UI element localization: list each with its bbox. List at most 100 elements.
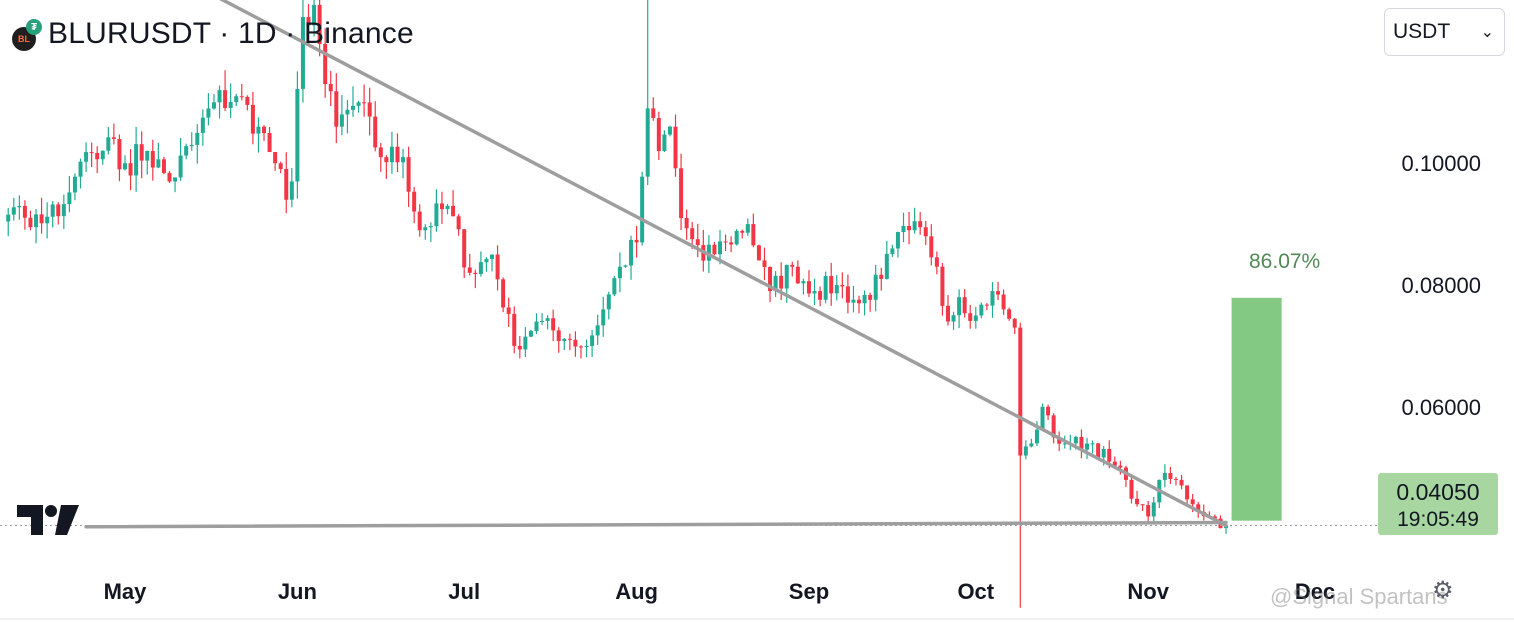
candle-body bbox=[567, 338, 572, 340]
candle-body bbox=[812, 291, 817, 294]
candle-body bbox=[690, 228, 695, 240]
candle-body bbox=[328, 84, 333, 92]
candle-body bbox=[773, 275, 778, 292]
candle-body bbox=[806, 281, 811, 294]
candle-body bbox=[300, 17, 305, 89]
candle-body bbox=[423, 227, 428, 231]
candle-body bbox=[234, 96, 239, 102]
candle-body bbox=[200, 117, 205, 133]
last-price-tag: 0.04050 19:05:49 bbox=[1378, 473, 1498, 535]
candle-body bbox=[161, 159, 166, 173]
candle-body bbox=[273, 152, 278, 164]
candle-body bbox=[434, 203, 439, 227]
candle-body bbox=[1040, 406, 1045, 430]
tradingview-logo-icon[interactable] bbox=[17, 505, 79, 540]
descending-trendline[interactable] bbox=[197, 0, 1228, 528]
candle-body bbox=[923, 227, 928, 237]
candle-body bbox=[845, 286, 850, 303]
candle-body bbox=[1085, 443, 1090, 450]
measure-percent: 86.07% bbox=[1249, 250, 1321, 273]
candle-body bbox=[818, 291, 823, 300]
candle-body bbox=[173, 177, 178, 182]
candle-body bbox=[684, 218, 689, 229]
candle-body bbox=[879, 274, 884, 279]
candle-body bbox=[1001, 294, 1006, 310]
candle-body bbox=[323, 43, 328, 85]
candle-body bbox=[1146, 505, 1151, 517]
candle-body bbox=[1034, 429, 1039, 444]
y-tick-label: 0.08000 bbox=[1401, 273, 1481, 298]
x-tick-label: Dec bbox=[1295, 579, 1335, 604]
candle-body bbox=[339, 114, 344, 127]
candle-body bbox=[506, 307, 511, 314]
candle-body bbox=[890, 248, 895, 254]
candle-body bbox=[195, 132, 200, 145]
candle-body bbox=[957, 297, 962, 316]
candle-body bbox=[106, 137, 111, 151]
candle-body bbox=[634, 239, 639, 243]
candle-body bbox=[968, 313, 973, 321]
candle-body bbox=[284, 169, 289, 200]
candle-body bbox=[1140, 504, 1145, 506]
candle-body bbox=[67, 192, 72, 205]
candle-body bbox=[490, 254, 495, 259]
candle-body bbox=[729, 242, 734, 245]
candle-body bbox=[317, 4, 322, 44]
candle-body bbox=[606, 294, 611, 310]
candle-body bbox=[512, 313, 517, 346]
candle-body bbox=[873, 274, 878, 300]
candle-body bbox=[128, 163, 133, 176]
annotation-lines bbox=[0, 0, 1378, 529]
candle-body bbox=[901, 225, 906, 233]
candle-body bbox=[278, 163, 283, 170]
candle-body bbox=[1046, 406, 1051, 416]
candle-body bbox=[367, 102, 372, 117]
candle-body bbox=[478, 262, 483, 274]
candle-body bbox=[990, 291, 995, 306]
candle-body bbox=[134, 144, 139, 176]
candle-body bbox=[295, 88, 300, 182]
candle-body bbox=[940, 266, 945, 306]
candle-body bbox=[645, 108, 650, 177]
blur-tether-pair-icon: BL ₮ bbox=[12, 19, 42, 51]
candle-body bbox=[551, 318, 556, 331]
candle-body bbox=[673, 126, 678, 169]
candle-body bbox=[862, 294, 867, 304]
candle-body bbox=[556, 330, 561, 342]
candle-body bbox=[578, 346, 583, 348]
candle-body bbox=[1179, 479, 1184, 486]
candle-body bbox=[217, 90, 222, 103]
candle-body bbox=[78, 161, 83, 177]
watermark: @Signal Spartans bbox=[1270, 584, 1448, 609]
candle-body bbox=[1018, 327, 1023, 456]
candle-body bbox=[334, 91, 339, 127]
currency-select[interactable]: USDT ⌄ bbox=[1384, 8, 1505, 56]
candle-body bbox=[451, 205, 456, 217]
candle-body bbox=[528, 331, 533, 337]
candle-body bbox=[907, 225, 912, 231]
candle-body bbox=[951, 315, 956, 322]
candle-body bbox=[851, 299, 856, 303]
candle-body bbox=[895, 232, 900, 249]
candle-body bbox=[34, 214, 39, 228]
candle-body bbox=[462, 229, 467, 268]
settings-gear-icon[interactable]: ⚙ bbox=[1432, 577, 1454, 604]
candle-body bbox=[61, 204, 66, 217]
candle-body bbox=[412, 191, 417, 212]
candle-body bbox=[795, 266, 800, 284]
candle-body bbox=[84, 152, 89, 162]
measure-box[interactable] bbox=[1231, 297, 1282, 521]
candle-body bbox=[150, 151, 155, 168]
candle-body bbox=[39, 214, 44, 224]
candle-body bbox=[1096, 443, 1101, 458]
candle-body bbox=[534, 321, 539, 332]
candle-body bbox=[206, 108, 211, 118]
candle-body bbox=[868, 294, 873, 300]
support-line[interactable] bbox=[84, 520, 1228, 529]
candle-body bbox=[439, 203, 444, 210]
candle-body bbox=[1151, 502, 1156, 517]
candle-body bbox=[1051, 415, 1056, 438]
candle-body bbox=[50, 204, 55, 217]
candle-body bbox=[573, 339, 578, 347]
